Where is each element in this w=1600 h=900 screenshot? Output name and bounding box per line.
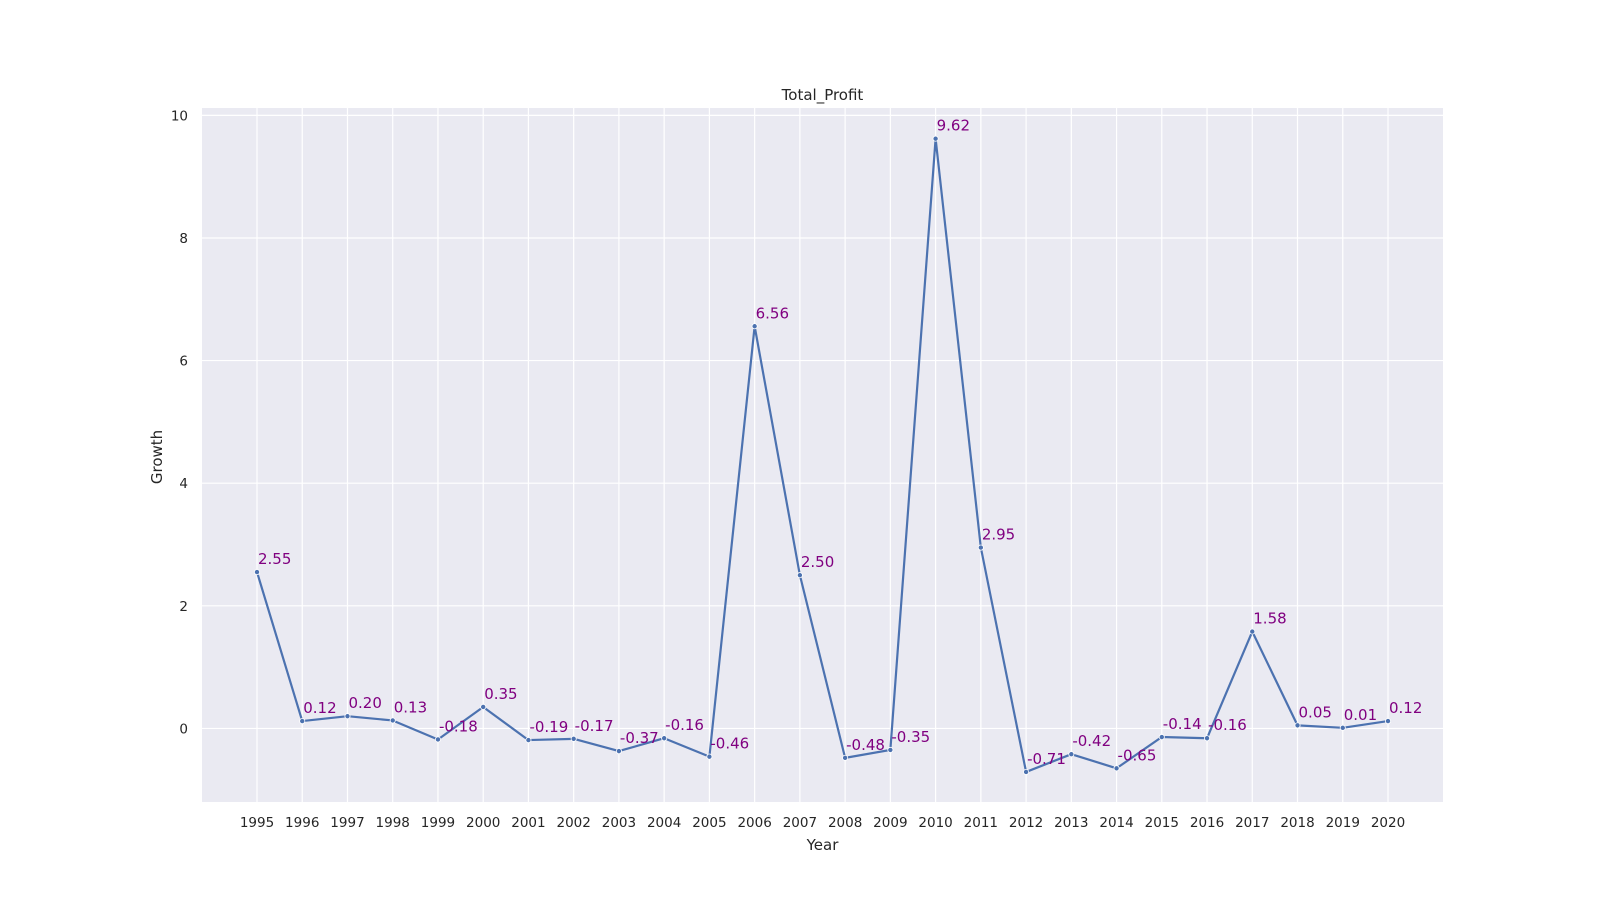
chart-title: Total_Profit <box>781 86 864 105</box>
series-polyline <box>255 137 1390 774</box>
data-label: -0.16 <box>665 716 704 734</box>
data-label: -0.65 <box>1118 746 1157 764</box>
x-tick-label: 2015 <box>1145 815 1179 831</box>
y-tick-label: 2 <box>179 599 188 615</box>
x-tick-label: 2000 <box>466 815 500 831</box>
x-tick-labels: 1995 1996 1997 1998 1999 2000 2001 2002 2003 2004… <box>240 815 1405 831</box>
plot-background <box>202 108 1443 802</box>
y-axis-label: Growth <box>148 430 166 484</box>
data-label: -0.35 <box>891 728 930 746</box>
data-point <box>1158 734 1165 741</box>
x-tick-label: 1998 <box>376 815 410 831</box>
y-tick-labels: 0 2 4 6 8 10 <box>171 108 188 737</box>
data-point <box>887 746 894 753</box>
data-point <box>570 735 577 742</box>
y-tick-label: 10 <box>171 108 188 124</box>
data-label: 0.13 <box>394 698 427 716</box>
data-label: -0.42 <box>1072 732 1111 750</box>
data-point <box>661 735 668 742</box>
y-tick-label: 8 <box>179 231 188 247</box>
data-point <box>932 135 939 142</box>
x-tick-label: 2007 <box>783 815 817 831</box>
data-point <box>796 572 803 579</box>
data-label: 0.35 <box>484 685 517 703</box>
x-tick-label: 2011 <box>964 815 998 831</box>
data-label: 0.20 <box>348 694 381 712</box>
x-tick-label: 1997 <box>330 815 364 831</box>
x-tick-label: 2002 <box>557 815 591 831</box>
data-label: 9.62 <box>937 117 970 135</box>
data-point <box>434 736 441 743</box>
x-tick-label: 2004 <box>647 815 681 831</box>
data-label: -0.71 <box>1027 750 1066 768</box>
x-tick-label: 2019 <box>1326 815 1360 831</box>
data-point <box>1294 722 1301 729</box>
data-label: -0.16 <box>1208 716 1247 734</box>
data-point <box>253 569 260 576</box>
data-label: -0.18 <box>439 717 478 735</box>
data-label: 2.50 <box>801 553 834 571</box>
y-tick-label: 0 <box>179 721 188 737</box>
x-tick-label: 2018 <box>1280 815 1314 831</box>
data-point <box>344 713 351 720</box>
grid-lines <box>202 108 1443 802</box>
x-tick-label: 2010 <box>918 815 952 831</box>
data-label: -0.48 <box>846 736 885 754</box>
series-line <box>255 137 1390 774</box>
data-point <box>1204 735 1211 742</box>
data-label: 0.05 <box>1299 703 1332 721</box>
x-tick-label: 2017 <box>1235 815 1269 831</box>
x-tick-label: 2012 <box>1009 815 1043 831</box>
data-point <box>1068 751 1075 758</box>
data-label: 0.12 <box>1389 699 1422 717</box>
data-point <box>299 718 306 725</box>
data-point <box>706 753 713 760</box>
x-axis-label: Year <box>806 836 840 854</box>
data-point <box>977 544 984 551</box>
data-label: -0.37 <box>620 729 659 747</box>
x-tick-label: 2009 <box>873 815 907 831</box>
data-label: -0.19 <box>529 718 568 736</box>
data-point <box>615 748 622 755</box>
x-tick-label: 2013 <box>1054 815 1088 831</box>
x-tick-label: 2006 <box>737 815 771 831</box>
x-tick-label: 2003 <box>602 815 636 831</box>
x-tick-label: 2001 <box>511 815 545 831</box>
data-label: -0.14 <box>1163 715 1202 733</box>
data-label: 0.12 <box>303 699 336 717</box>
data-label: 2.55 <box>258 550 291 568</box>
data-label: 1.58 <box>1253 610 1286 628</box>
data-point <box>1023 768 1030 775</box>
data-label: -0.46 <box>710 735 749 753</box>
data-label: 0.01 <box>1344 706 1377 724</box>
x-tick-label: 2014 <box>1099 815 1133 831</box>
x-tick-label: 1999 <box>421 815 455 831</box>
data-label: 6.56 <box>756 304 789 322</box>
data-label: -0.17 <box>575 717 614 735</box>
data-point <box>480 703 487 710</box>
x-tick-label: 1996 <box>285 815 319 831</box>
x-tick-label: 2005 <box>692 815 726 831</box>
data-point <box>1385 718 1392 725</box>
x-tick-label: 2020 <box>1371 815 1405 831</box>
data-point <box>389 717 396 724</box>
data-point <box>1113 765 1120 772</box>
data-markers <box>253 135 1392 775</box>
data-point <box>842 754 849 761</box>
data-point <box>1339 724 1346 731</box>
y-tick-label: 4 <box>179 476 188 492</box>
x-tick-label: 1995 <box>240 815 274 831</box>
x-tick-label: 2008 <box>828 815 862 831</box>
data-point <box>751 323 758 330</box>
data-point <box>1249 628 1256 635</box>
data-point <box>525 737 532 744</box>
data-label: 2.95 <box>982 526 1015 544</box>
data-labels: 2.55 0.12 0.20 0.13 -0.18 0.35 -0.19 -0.17 -0.37… <box>258 117 1422 768</box>
x-tick-label: 2016 <box>1190 815 1224 831</box>
y-tick-label: 6 <box>179 354 188 370</box>
